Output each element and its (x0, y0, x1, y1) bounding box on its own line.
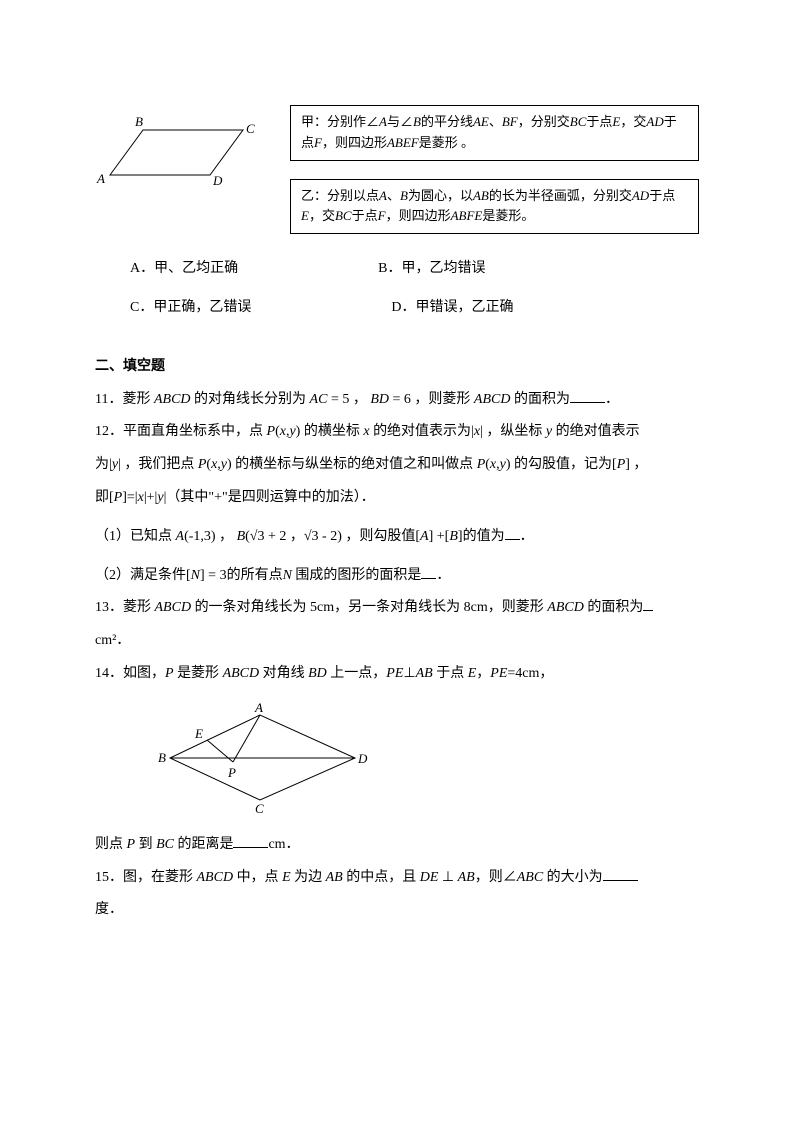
option-b: B．甲，乙均错误 (378, 254, 485, 285)
parallelogram-diagram: A B C D (95, 100, 260, 200)
question-13-l2: cm²． (95, 626, 699, 657)
box-jia: 甲：分别作∠A与∠B的平分线AE、BF，分别交BC于点E，交AD于点F，则四边形… (290, 105, 699, 161)
svg-text:A: A (96, 171, 105, 186)
svg-text:E: E (194, 726, 203, 741)
option-a: A．甲、乙均正确 (130, 254, 238, 285)
svg-text:D: D (357, 751, 368, 766)
question-14-l1: 14．如图，P 是菱形 ABCD 对角线 BD 上一点，PE⊥AB 于点 E，P… (95, 659, 699, 690)
question-14-l2: 则点 P 到 BC 的距离是cm． (95, 830, 699, 861)
q11-text: 11．菱形 ABCD 的对角线长分别为 AC = 5 ， BD = 6 ，则菱形… (95, 392, 570, 407)
blank (505, 526, 520, 540)
section-2-header: 二、填空题 (95, 352, 699, 383)
svg-text:B: B (135, 114, 143, 129)
svg-text:C: C (246, 121, 255, 136)
question-12-p1: （1）已知点 A(-1,3) ， B(√3 + 2 ，√3 - 2) ，则勾股值… (95, 522, 699, 553)
svg-text:A: A (254, 700, 263, 715)
svg-text:D: D (212, 173, 223, 188)
option-d: D．甲错误，乙正确 (391, 293, 513, 324)
box-yi: 乙：分别以点A、B为圆心，以AB的长为半径画弧，分别交AD于点E，交BC于点F，… (290, 179, 699, 235)
question-15-l2: 度． (95, 895, 699, 926)
blank (570, 389, 605, 403)
svg-text:B: B (158, 750, 166, 765)
rhombus-diagram: A B C D E P (155, 700, 375, 820)
question-11: 11．菱形 ABCD 的对角线长分别为 AC = 5 ， BD = 6 ，则菱形… (95, 385, 699, 416)
options-row-1: A．甲、乙均正确 B．甲，乙均错误 (95, 254, 699, 285)
question-12-p2: （2）满足条件[N] = 3的所有点N 围成的图形的面积是． (95, 561, 699, 592)
blank (603, 867, 638, 881)
top-section: A B C D 甲：分别作∠A与∠B的平分线AE、BF，分别交BC于点E，交AD… (95, 100, 699, 234)
question-12-l3: 即[P]=|x|+|y|（其中"+"是四则运算中的加法）． (95, 483, 699, 514)
blank (421, 565, 436, 579)
blank (233, 834, 268, 848)
question-12-l2: 为|y| ，我们把点 P(x,y) 的横坐标与纵坐标的绝对值之和叫做点 P(x,… (95, 450, 699, 481)
question-13-l1: 13．菱形 ABCD 的一条对角线长为 5cm，另一条对角线长为 8cm，则菱形… (95, 593, 699, 624)
method-boxes: 甲：分别作∠A与∠B的平分线AE、BF，分别交BC于点E，交AD于点F，则四边形… (290, 100, 699, 234)
question-15-l1: 15．图，在菱形 ABCD 中，点 E 为边 AB 的中点，且 DE ⊥ AB，… (95, 863, 699, 894)
question-12-l1: 12．平面直角坐标系中，点 P(x,y) 的横坐标 x 的绝对值表示为|x| ，… (95, 417, 699, 448)
option-c: C．甲正确，乙错误 (130, 293, 251, 324)
options-row-2: C．甲正确，乙错误 D．甲错误，乙正确 (95, 293, 699, 324)
blank (643, 597, 653, 611)
q11-end: ． (605, 392, 619, 407)
svg-text:C: C (255, 801, 264, 816)
svg-text:P: P (227, 765, 236, 780)
